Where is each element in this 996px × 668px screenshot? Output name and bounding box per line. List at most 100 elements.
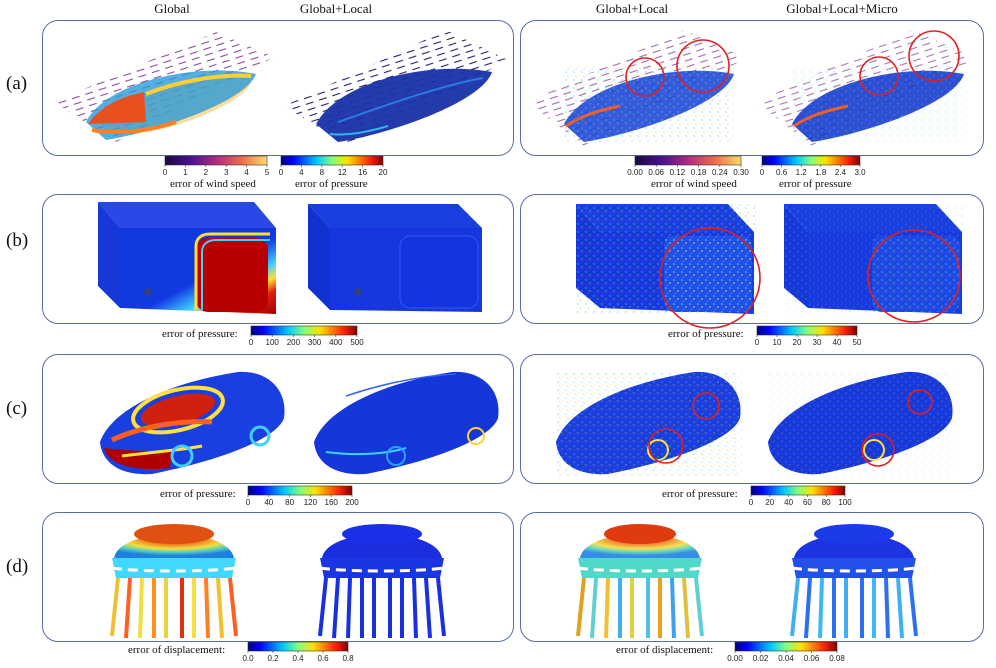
figure-c-global-local — [314, 371, 499, 475]
colorbar-tick-label: 0.08 — [829, 654, 845, 663]
colorbar-tick-label: 300 — [308, 338, 322, 347]
colorbar-tick-label: 0 — [755, 338, 760, 347]
highlight-circle — [867, 229, 961, 323]
column-header-global-local-right: Global+Local — [595, 1, 669, 16]
colorbar-title-b-left: error of pressure: — [162, 328, 238, 340]
colorbar-tick-label: 200 — [287, 338, 301, 347]
panel-d-left — [42, 512, 514, 642]
panel-a-left — [42, 20, 514, 156]
colorbar-gradient — [164, 155, 268, 166]
colorbar-tick-label: 0 — [163, 168, 168, 177]
column-header-global-local-micro: Global+Local+Micro — [786, 1, 898, 16]
colorbar-d-right: 0.00 0.02 0.04 0.06 0.08 — [727, 641, 845, 663]
colorbar-tick-label: 0.2 — [267, 654, 279, 663]
colorbar-title-c-right: error of pressure: — [662, 488, 738, 500]
highlight-circle — [648, 428, 684, 464]
colorbar-tick-label: 120 — [304, 498, 318, 507]
colorbar-tick-label: 3 — [224, 168, 229, 177]
colorbar-title-a-pressure-right: error of pressure — [779, 178, 852, 190]
colorbar-tick-label: 80 — [285, 498, 294, 507]
highlight-circle — [625, 57, 665, 97]
colorbar-tick-label: 0 — [246, 498, 251, 507]
colorbar-a-pressure-left: 0 4 8 12 16 20 — [279, 155, 388, 177]
colorbar-tick-label: 0 — [760, 168, 765, 177]
figure-a-right-global-local — [528, 30, 746, 146]
colorbar-tick-label: 0.02 — [753, 654, 769, 663]
colorbar-title-c-left: error of pressure: — [160, 488, 236, 500]
colorbar-tick-label: 0.8 — [342, 654, 354, 663]
colorbar-tick-label: 40 — [784, 498, 793, 507]
colorbar-tick-label: 20 — [765, 498, 774, 507]
colorbar-a-wind-right: 0.00 0.06 0.12 0.18 0.24 0.30 — [627, 155, 749, 177]
colorbar-gradient — [247, 641, 349, 652]
colorbar-tick-label: 8 — [320, 168, 325, 177]
figure-b-global-local — [308, 204, 482, 312]
panel-c-right — [520, 354, 984, 484]
colorbar-gradient — [250, 325, 358, 336]
highlight-circle — [676, 39, 730, 93]
colorbar-tick-label: 4 — [299, 168, 304, 177]
panel-a-right — [520, 20, 984, 156]
colorbar-title-b-right: error of pressure: — [668, 328, 744, 340]
colorbar-gradient — [280, 155, 384, 166]
colorbar-tick-label: 200 — [345, 498, 359, 507]
colorbar-tick-label: 80 — [822, 498, 831, 507]
colorbar-tick-label: 0.4 — [292, 654, 304, 663]
colorbar-tick-label: 50 — [853, 338, 862, 347]
colorbar-title-a-wind-left: error of wind speed — [170, 178, 256, 190]
colorbar-tick-label: 500 — [350, 338, 364, 347]
highlight-circle — [859, 56, 899, 96]
colorbar-tick-label: 0 — [279, 168, 284, 177]
row-label-a: (a) — [6, 73, 28, 94]
colorbar-tick-label: 0.04 — [778, 654, 794, 663]
colorbar-c-left: 0 40 80 120 160 200 — [246, 485, 359, 507]
colorbar-tick-label: 0 — [749, 498, 754, 507]
colorbar-gradient — [761, 155, 861, 166]
figure-d-right-global-local — [576, 524, 704, 639]
colorbar-tick-label: 2.4 — [835, 168, 847, 177]
colorbar-tick-label: 10 — [773, 338, 782, 347]
colorbar-tick-label: 3.0 — [854, 168, 866, 177]
colorbar-tick-label: 1.8 — [815, 168, 827, 177]
figure-c-global — [100, 371, 285, 475]
panel-c-left — [42, 354, 514, 484]
colorbar-a-pressure-right: 0 0.6 1.2 1.8 2.4 3.0 — [760, 155, 866, 177]
colorbar-tick-label: 4 — [244, 168, 249, 177]
colorbar-tick-label: 0.24 — [712, 168, 728, 177]
colorbar-title-d-right: error of displacement: — [616, 644, 714, 656]
colorbar-d-left: 0.0 0.2 0.4 0.6 0.8 — [242, 641, 354, 663]
colorbar-b-right: 0 10 20 30 40 50 — [755, 325, 862, 347]
colorbar-tick-label: 0.6 — [776, 168, 788, 177]
colorbar-tick-label: 100 — [838, 498, 852, 507]
colorbar-tick-label: 0.00 — [727, 654, 743, 663]
colorbar-c-right: 0 20 40 60 80 100 — [749, 485, 852, 507]
colorbar-tick-label: 0.18 — [691, 168, 707, 177]
row-label-c: (c) — [6, 398, 28, 419]
panel-d-right — [520, 512, 984, 642]
figure-a-global-local — [284, 30, 508, 146]
column-header-global: Global — [154, 1, 190, 16]
colorbar-tick-label: 160 — [325, 498, 339, 507]
colorbar-tick-label: 60 — [803, 498, 812, 507]
colorbar-gradient — [634, 155, 742, 166]
panel-b-left — [42, 194, 514, 324]
colorbar-tick-label: 0.06 — [804, 654, 820, 663]
colorbar-title-a-pressure-left: error of pressure — [295, 178, 368, 190]
row-label-d: (d) — [6, 556, 29, 577]
colorbar-tick-label: 12 — [338, 168, 347, 177]
colorbar-tick-label: 20 — [379, 168, 388, 177]
highlight-circle — [659, 227, 761, 329]
highlight-circle — [908, 30, 960, 82]
colorbar-b-left: 0 100 200 300 400 500 — [249, 325, 364, 347]
colorbar-title-a-wind-right: error of wind speed — [651, 178, 737, 190]
panel-b-right — [520, 194, 984, 324]
colorbar-tick-label: 40 — [264, 498, 273, 507]
colorbar-tick-label: 1.2 — [796, 168, 808, 177]
figure-b-global — [98, 202, 276, 314]
highlight-circle — [907, 389, 933, 415]
colorbar-tick-label: 0.06 — [648, 168, 664, 177]
colorbar-tick-label: 20 — [793, 338, 802, 347]
figure-d-global-local — [318, 524, 446, 639]
colorbar-tick-label: 0.6 — [317, 654, 329, 663]
colorbar-gradient — [734, 641, 838, 652]
